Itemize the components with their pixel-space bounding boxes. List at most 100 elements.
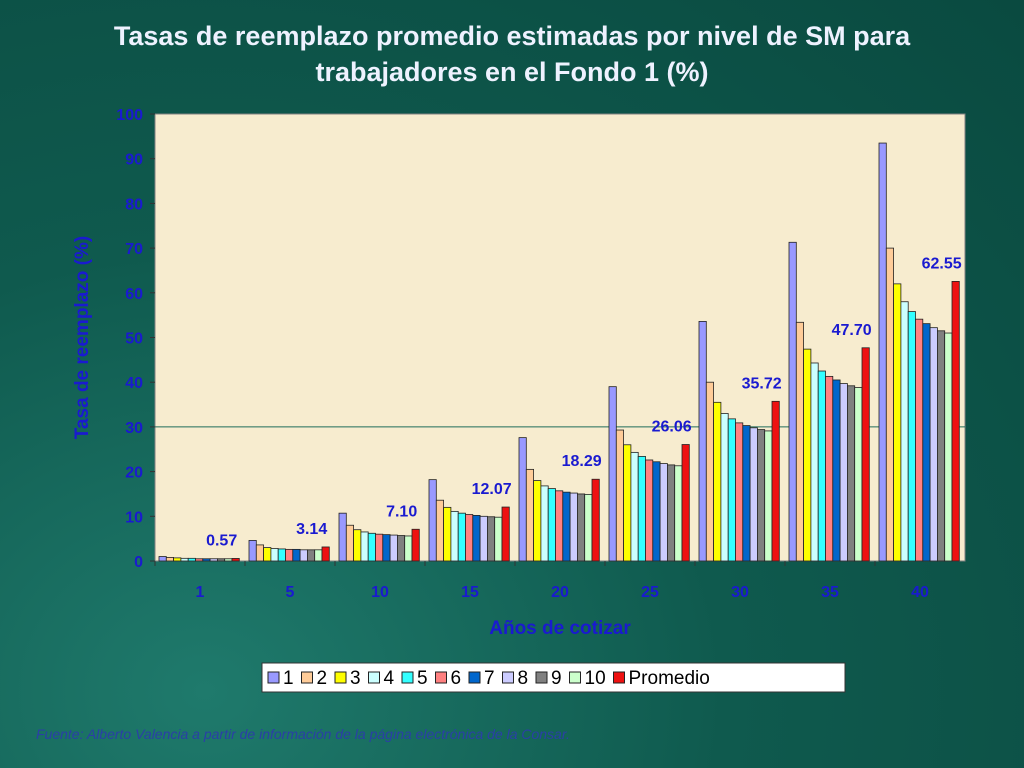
bar-8-20 bbox=[569, 492, 578, 562]
y-tick-label: 20 bbox=[125, 465, 143, 482]
bar-6-25 bbox=[645, 459, 654, 562]
bar-6-40 bbox=[915, 318, 924, 562]
legend-label-9: 9 bbox=[551, 668, 562, 689]
data-label-25: 26.06 bbox=[652, 419, 692, 436]
bar-7-20 bbox=[562, 491, 571, 562]
legend-swatch-10 bbox=[569, 671, 581, 684]
bar-7-15 bbox=[472, 515, 481, 562]
legend-swatch-9 bbox=[535, 671, 548, 684]
bar-2-5 bbox=[255, 544, 264, 562]
bar-2-20 bbox=[525, 468, 534, 562]
bar-3-1 bbox=[173, 557, 182, 562]
chart-title-line-2: trabajadores en el Fondo 1 (%) bbox=[315, 57, 709, 87]
bar-1-5 bbox=[248, 540, 257, 562]
bar-6-5 bbox=[285, 548, 294, 562]
bar-3-30 bbox=[713, 401, 722, 562]
data-label-40: 62.55 bbox=[922, 255, 962, 272]
y-tick-label: 100 bbox=[116, 107, 143, 124]
legend-label-8: 8 bbox=[518, 668, 529, 689]
bar-4-20 bbox=[540, 485, 549, 562]
bar-1-15 bbox=[428, 479, 437, 562]
bar-2-15 bbox=[435, 499, 444, 562]
bar-7-30 bbox=[742, 425, 751, 562]
bar-2-1 bbox=[165, 557, 175, 562]
bar-3-35 bbox=[803, 348, 812, 562]
bar-8-5 bbox=[299, 549, 308, 562]
legend-label-2: 2 bbox=[317, 668, 328, 689]
bar-10-40 bbox=[944, 332, 953, 562]
x-tick-label: 10 bbox=[371, 584, 389, 601]
bar-8-1 bbox=[209, 558, 218, 562]
bar-promedio-35 bbox=[861, 347, 870, 562]
bar-6-35 bbox=[825, 375, 834, 562]
bar-10-35 bbox=[854, 387, 863, 562]
bar-4-5 bbox=[270, 548, 279, 562]
x-axis-title: Años de cotizar bbox=[489, 618, 631, 639]
bar-2-25 bbox=[615, 429, 624, 562]
bar-1-30 bbox=[698, 321, 707, 562]
bar-8-30 bbox=[749, 427, 758, 562]
y-tick-label: 70 bbox=[125, 241, 143, 258]
bar-7-1 bbox=[202, 558, 211, 562]
bar-4-25 bbox=[630, 451, 639, 562]
bar-promedio-20 bbox=[591, 478, 600, 562]
y-tick-label: 0 bbox=[134, 554, 143, 571]
data-label-35: 47.70 bbox=[832, 322, 872, 339]
bar-5-35 bbox=[817, 370, 826, 562]
bar-6-1 bbox=[195, 558, 204, 562]
bar-10-10 bbox=[404, 535, 413, 562]
bar-2-35 bbox=[795, 321, 804, 562]
legend-label-4: 4 bbox=[384, 668, 395, 689]
legend-swatch-2 bbox=[301, 671, 313, 684]
bar-6-30 bbox=[735, 422, 744, 562]
bar-10-1 bbox=[224, 558, 233, 562]
bar-5-5 bbox=[277, 548, 286, 562]
data-label-30: 35.72 bbox=[742, 375, 782, 392]
bar-10-30 bbox=[764, 430, 773, 562]
y-tick-label: 30 bbox=[125, 420, 143, 437]
legend-swatch-promedio bbox=[613, 671, 625, 684]
bar-1-25 bbox=[608, 386, 617, 562]
chart-title: Tasas de reemplazo promedio estimadas po… bbox=[0, 18, 1024, 90]
x-tick-label: 40 bbox=[911, 584, 929, 601]
bar-8-15 bbox=[479, 515, 488, 562]
bar-3-5 bbox=[263, 547, 272, 562]
bar-8-35 bbox=[839, 383, 848, 562]
bar-promedio-30 bbox=[771, 400, 780, 562]
x-tick-label: 15 bbox=[461, 584, 479, 601]
y-tick-label: 80 bbox=[125, 196, 143, 213]
bar-6-10 bbox=[375, 533, 384, 562]
data-label-15: 12.07 bbox=[472, 481, 512, 498]
chart-title-line-1: Tasas de reemplazo promedio estimadas po… bbox=[113, 21, 911, 51]
bar-8-10 bbox=[389, 534, 398, 562]
bar-3-20 bbox=[533, 480, 542, 562]
legend bbox=[261, 662, 846, 693]
bar-4-15 bbox=[450, 510, 459, 562]
bar-10-5 bbox=[314, 549, 323, 562]
legend-label-10: 10 bbox=[585, 668, 606, 689]
bar-4-40 bbox=[900, 301, 909, 562]
data-label-5: 3.14 bbox=[296, 521, 327, 538]
bar-3-25 bbox=[623, 444, 632, 562]
bar-9-1 bbox=[216, 558, 226, 562]
bar-5-20 bbox=[547, 488, 556, 562]
bar-1-10 bbox=[338, 512, 347, 562]
bar-2-10 bbox=[345, 524, 354, 562]
bar-10-15 bbox=[494, 516, 503, 562]
bar-7-25 bbox=[652, 461, 661, 562]
y-tick-label: 40 bbox=[125, 375, 143, 392]
bar-9-25 bbox=[667, 464, 676, 562]
bar-9-10 bbox=[396, 535, 406, 562]
legend-label-6: 6 bbox=[451, 668, 462, 689]
x-tick-label: 20 bbox=[551, 584, 569, 601]
bar-5-1 bbox=[187, 557, 196, 562]
bar-6-20 bbox=[555, 490, 564, 562]
bar-7-10 bbox=[382, 534, 391, 562]
legend-label-1: 1 bbox=[283, 668, 294, 689]
bar-1-40 bbox=[878, 142, 887, 562]
bar-5-40 bbox=[907, 311, 916, 562]
x-tick-label: 5 bbox=[286, 584, 295, 601]
bar-2-40 bbox=[885, 247, 894, 562]
bar-4-30 bbox=[720, 413, 729, 562]
legend-label-3: 3 bbox=[350, 668, 361, 689]
